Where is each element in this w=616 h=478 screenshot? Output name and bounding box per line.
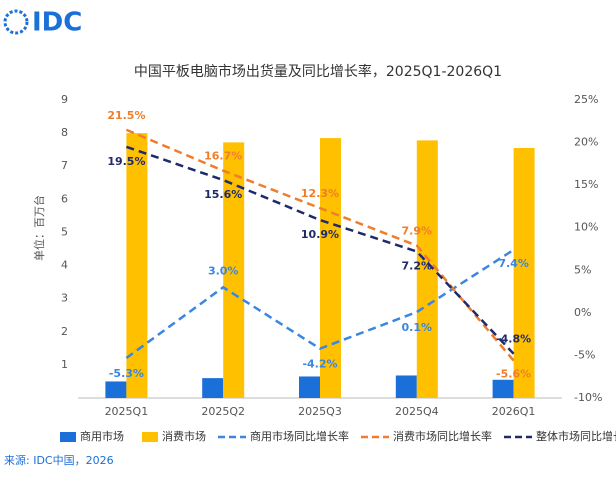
legend-swatch (142, 432, 158, 442)
y2-tick-label: 15% (574, 178, 598, 191)
y2-tick-label: -10% (574, 391, 602, 404)
legend-label: 商用市场同比增长率 (250, 429, 349, 443)
data-label: -5.3% (109, 367, 144, 380)
x-tick-label: 2025Q3 (298, 405, 342, 418)
line (125, 248, 515, 359)
line (125, 128, 515, 362)
logo-icon (3, 9, 29, 35)
data-label: 10.9% (301, 228, 339, 241)
line (125, 145, 515, 355)
data-label: 21.5% (107, 109, 145, 122)
y-tick-label: 1 (61, 358, 68, 371)
bar (416, 140, 438, 398)
bar (513, 148, 535, 398)
data-label: 12.3% (301, 187, 339, 200)
bar (202, 378, 224, 398)
data-label: -5.6% (496, 368, 531, 381)
bar (223, 142, 245, 398)
x-tick-label: 2025Q1 (105, 405, 149, 418)
legend-label: 商用市场 (80, 429, 124, 443)
y-tick-label: 3 (61, 292, 68, 305)
y2-tick-label: 25% (574, 93, 598, 106)
y-tick-label: 2 (61, 325, 68, 338)
y-tick-label: 4 (61, 259, 68, 272)
bar (299, 376, 320, 398)
x-tick-label: 2025Q2 (201, 405, 245, 418)
data-label: 19.5% (107, 155, 145, 168)
y2-tick-label: 20% (574, 136, 598, 149)
y-axis-label: 单位：百万台 (32, 195, 46, 261)
legend-label: 整体市场同比增长率 (536, 429, 616, 443)
bar (320, 138, 341, 399)
bar (105, 381, 127, 398)
y-tick-label: 8 (61, 126, 68, 139)
x-tick-label: 2026Q1 (492, 405, 536, 418)
source: 来源: IDC中国，2026 (4, 453, 114, 467)
data-label: 3.0% (208, 264, 239, 277)
data-label: -4.2% (302, 358, 337, 371)
data-label: 7.2% (402, 260, 433, 273)
legend-swatch (60, 432, 76, 442)
data-label: 16.7% (204, 150, 242, 163)
data-label: 15.6% (204, 188, 242, 201)
legend-label: 消费市场 (162, 429, 206, 443)
x-tick-label: 2025Q4 (395, 405, 439, 418)
y-tick-label: 6 (61, 192, 68, 205)
y-tick-label: 9 (61, 93, 68, 106)
y2-tick-label: 0% (574, 306, 591, 319)
y2-tick-label: 10% (574, 221, 598, 234)
y-tick-label: 5 (61, 225, 68, 238)
data-label: -4.8% (496, 333, 531, 346)
bar (492, 379, 514, 398)
data-label: 7.4% (498, 257, 529, 270)
bar (126, 133, 148, 398)
y-tick-label: 7 (61, 159, 68, 172)
logo: IDC (32, 8, 82, 38)
legend-label: 消费市场同比增长率 (393, 429, 492, 443)
y2-tick-label: 5% (574, 263, 591, 276)
chart-title: 中国平板电脑市场出货量及同比增长率，2025Q1-2026Q1 (134, 63, 502, 80)
y2-tick-label: -5% (574, 348, 595, 361)
data-label: 7.9% (402, 225, 433, 238)
data-label: 0.1% (402, 321, 433, 334)
bar (395, 375, 417, 398)
